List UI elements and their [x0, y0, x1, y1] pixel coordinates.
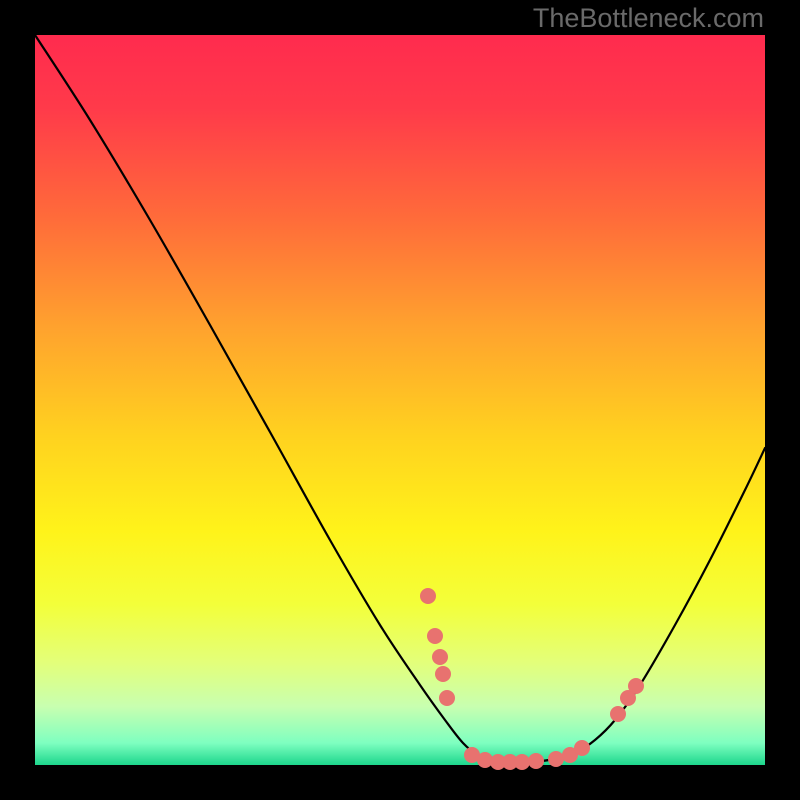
data-marker — [574, 740, 590, 756]
data-marker — [628, 678, 644, 694]
data-marker — [432, 649, 448, 665]
data-marker — [439, 690, 455, 706]
data-marker — [610, 706, 626, 722]
watermark-text: TheBottleneck.com — [533, 3, 764, 34]
performance-curve — [35, 35, 765, 762]
data-marker — [514, 754, 530, 770]
data-marker — [420, 588, 436, 604]
chart-container: TheBottleneck.com — [0, 0, 800, 800]
data-marker — [528, 753, 544, 769]
chart-overlay — [0, 0, 800, 800]
data-marker — [427, 628, 443, 644]
data-marker — [435, 666, 451, 682]
data-marker — [548, 751, 564, 767]
